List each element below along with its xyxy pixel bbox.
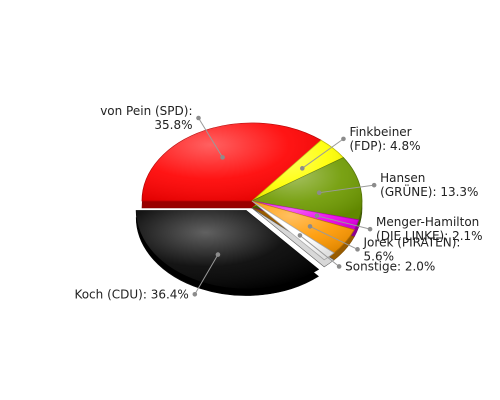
pie-slice-shine-jorek-piraten xyxy=(252,201,355,253)
pie-slice-shine-von-pein-spd xyxy=(142,122,322,201)
pie-slice-shine-hansen xyxy=(252,157,362,220)
leader-end-dot-menger-hamilton xyxy=(367,226,373,232)
pie-slice-shine-sonstige-2-0 xyxy=(252,201,335,260)
leader-end-dot-jorek-piraten xyxy=(355,247,360,252)
leader-line-hansen xyxy=(319,184,375,194)
leader-line-finkbeiner xyxy=(302,138,344,169)
slice-label-line-2: (DIE LINKE): 2.1% xyxy=(376,229,483,243)
slice-label-line-2: 5.6% xyxy=(364,249,395,263)
leader-dot-jorek-piraten xyxy=(307,224,313,229)
slice-label-koch-cdu-36-4: Koch (CDU): 36.4% xyxy=(74,287,188,301)
leader-line-menger-hamilton xyxy=(316,215,371,230)
leader-end-dot-von-pein-spd xyxy=(196,115,201,121)
pie-slice-shine-koch-cdu-36-4 xyxy=(136,210,319,289)
slice-label-hansen: Hansen (GRÜNE): 13.3% xyxy=(380,171,478,199)
slice-label-line-2: (GRÜNE): 13.3% xyxy=(380,183,478,199)
slice-label-sonstige-2-0: Sonstige: 2.0% xyxy=(345,259,435,273)
slice-label-menger-hamilton: Menger-Hamilton (DIE LINKE): 2.1% xyxy=(376,215,483,243)
slice-label-finkbeiner: Finkbeiner (FDP): 4.8% xyxy=(349,125,420,153)
slice-label-line-1: Jorek (PIRATEN): xyxy=(363,235,461,249)
slice-label-jorek-piraten: Jorek (PIRATEN): 5.6% xyxy=(363,235,461,263)
slice-label-line-2: (FDP): 4.8% xyxy=(349,139,420,153)
leader-end-dot-hansen xyxy=(371,182,377,188)
slice-label-line-1: von Pein (SPD): xyxy=(100,104,192,118)
leader-dot-menger-hamilton xyxy=(314,213,320,219)
leader-dot-koch-cdu-36-4 xyxy=(215,252,221,257)
pie-slice-side-sonstige-2-0 xyxy=(251,207,335,268)
slice-label-line-1: Hansen xyxy=(380,171,425,185)
leader-dot-finkbeiner xyxy=(300,166,305,171)
slice-label-line-1: Menger-Hamilton xyxy=(376,215,479,229)
leader-end-dot-koch-cdu-36-4 xyxy=(192,291,198,297)
leader-dot-hansen xyxy=(316,190,322,195)
slice-label-line-1: Koch (CDU): 36.4% xyxy=(74,287,188,301)
leader-end-dot-finkbeiner xyxy=(341,136,346,142)
slice-label-line-1: Finkbeiner xyxy=(349,125,411,139)
slice-label-line-2: 35.8% xyxy=(154,118,192,132)
slice-label-line-1: Sonstige: 2.0% xyxy=(345,259,435,273)
leader-line-sonstige-2-0 xyxy=(299,235,340,267)
leader-dot-sonstige-2-0 xyxy=(297,233,303,238)
leader-dot-von-pein-spd xyxy=(220,155,225,160)
leader-end-dot-sonstige-2-0 xyxy=(336,264,342,269)
slice-label-von-pein-spd: von Pein (SPD): 35.8% xyxy=(100,104,192,132)
leader-line-von-pein-spd xyxy=(198,117,223,158)
leader-line-koch-cdu-36-4 xyxy=(194,254,219,295)
leader-line-jorek-piraten xyxy=(309,225,358,250)
